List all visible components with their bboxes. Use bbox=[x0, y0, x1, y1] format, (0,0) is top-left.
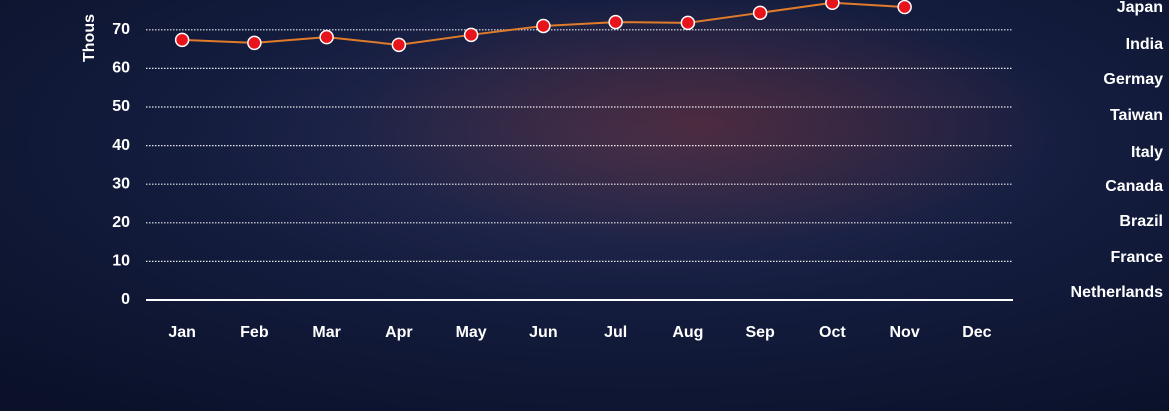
x-tick-label: Jan bbox=[168, 324, 196, 341]
data-point bbox=[680, 15, 696, 31]
y-tick-label: 70 bbox=[112, 21, 130, 38]
y-tick-label: 10 bbox=[112, 253, 130, 270]
x-tick-label: Nov bbox=[890, 324, 920, 341]
y-tick-label: 0 bbox=[121, 291, 130, 308]
data-point bbox=[174, 32, 190, 48]
x-tick-label: Sep bbox=[745, 324, 775, 341]
side-label: Italy bbox=[1131, 144, 1163, 161]
x-tick-label: Apr bbox=[385, 324, 413, 341]
y-tick-label: 20 bbox=[112, 214, 130, 231]
side-label: India bbox=[1126, 36, 1163, 53]
y-tick-label: 30 bbox=[112, 175, 130, 192]
x-tick-label: Dec bbox=[962, 324, 991, 341]
y-tick-label: 50 bbox=[112, 98, 130, 115]
data-point bbox=[825, 0, 840, 11]
x-tick-label: Mar bbox=[312, 324, 340, 341]
side-label: Japan bbox=[1117, 0, 1163, 16]
side-label: France bbox=[1111, 249, 1164, 266]
x-tick-label: Oct bbox=[819, 324, 846, 341]
x-tick-label: May bbox=[456, 324, 487, 341]
y-axis-label: Thous bbox=[81, 14, 98, 62]
data-point bbox=[536, 18, 551, 34]
x-tick-label: Feb bbox=[240, 324, 269, 341]
data-point bbox=[752, 5, 768, 21]
data-point bbox=[608, 14, 623, 30]
y-tick-label: 60 bbox=[112, 60, 130, 77]
side-label: Brazil bbox=[1119, 213, 1163, 230]
data-point bbox=[391, 37, 407, 53]
y-tick-label: 40 bbox=[112, 137, 130, 154]
data-point bbox=[897, 0, 912, 15]
side-label: Germay bbox=[1103, 71, 1163, 88]
side-label: Netherlands bbox=[1071, 284, 1164, 301]
x-tick-label: Aug bbox=[672, 324, 703, 341]
data-point bbox=[247, 35, 262, 51]
data-point bbox=[319, 29, 334, 45]
x-tick-label: Jun bbox=[529, 324, 557, 341]
side-label: Canada bbox=[1105, 178, 1163, 195]
data-point bbox=[463, 27, 479, 43]
x-tick-label: Jul bbox=[604, 324, 627, 341]
side-label: Taiwan bbox=[1110, 107, 1163, 124]
